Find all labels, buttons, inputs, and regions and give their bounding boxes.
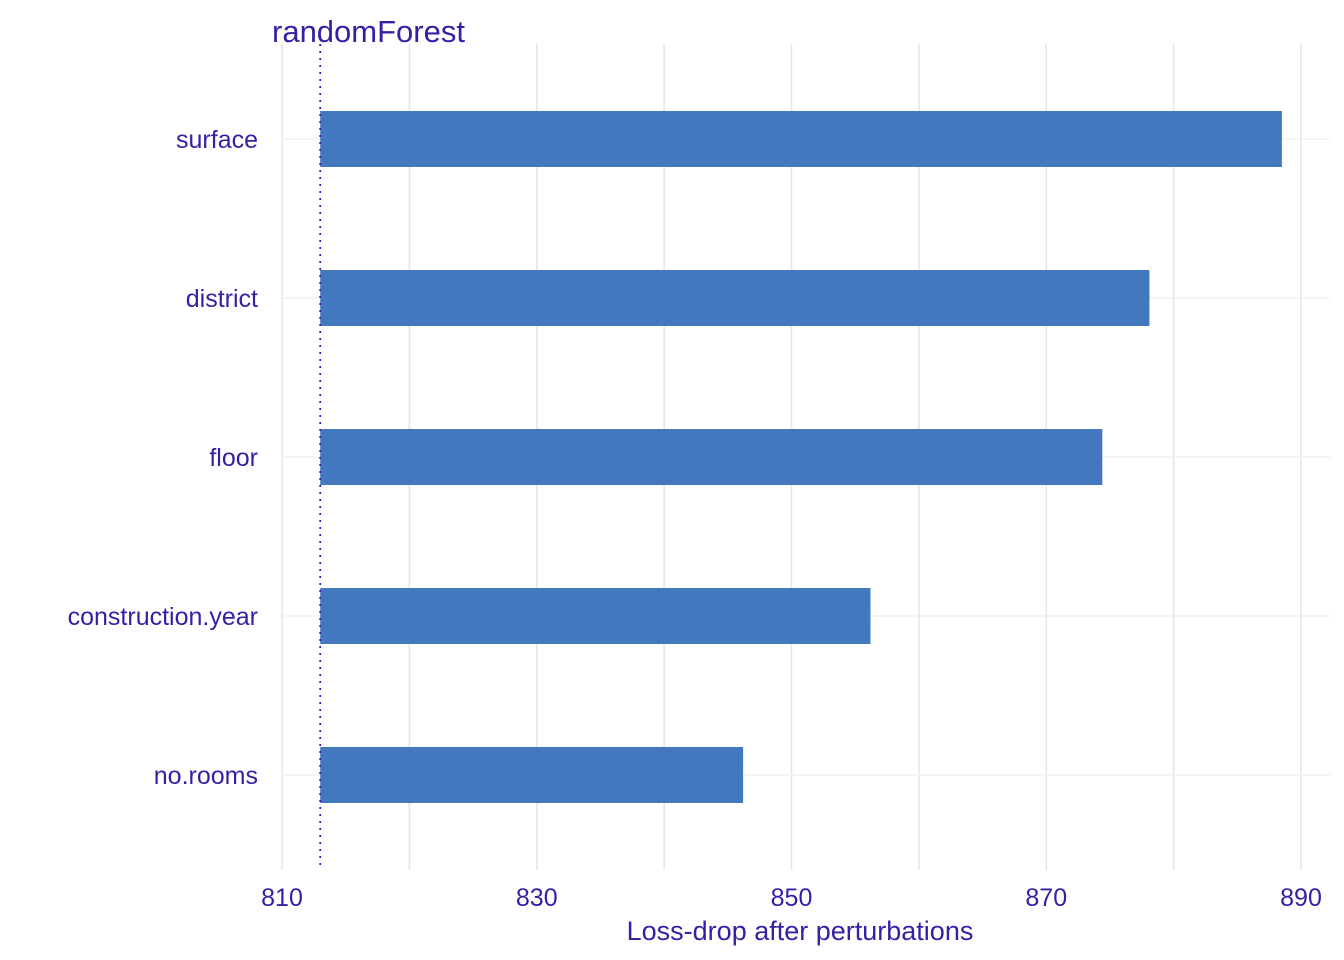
bar-no-rooms <box>320 747 744 803</box>
x-axis-title: Loss-drop after perturbations <box>627 916 974 946</box>
bar-floor <box>320 429 1103 485</box>
category-label: floor <box>209 444 258 472</box>
bar-layer <box>320 111 1282 803</box>
bar-surface <box>320 111 1282 167</box>
x-tick-label: 810 <box>261 884 303 912</box>
category-label: surface <box>176 126 258 154</box>
bar-construction-year <box>320 588 871 644</box>
category-label: no.rooms <box>154 762 258 790</box>
panel-title: randomForest <box>272 14 465 49</box>
category-label: district <box>186 285 258 313</box>
x-tick-label: 830 <box>516 884 558 912</box>
x-tick-label: 870 <box>1025 884 1067 912</box>
label-layer: surface district floor construction.year no.… <box>68 126 1322 912</box>
x-tick-label: 850 <box>771 884 813 912</box>
category-label: construction.year <box>68 603 258 631</box>
bar-district <box>320 270 1150 326</box>
x-tick-label: 890 <box>1280 884 1322 912</box>
